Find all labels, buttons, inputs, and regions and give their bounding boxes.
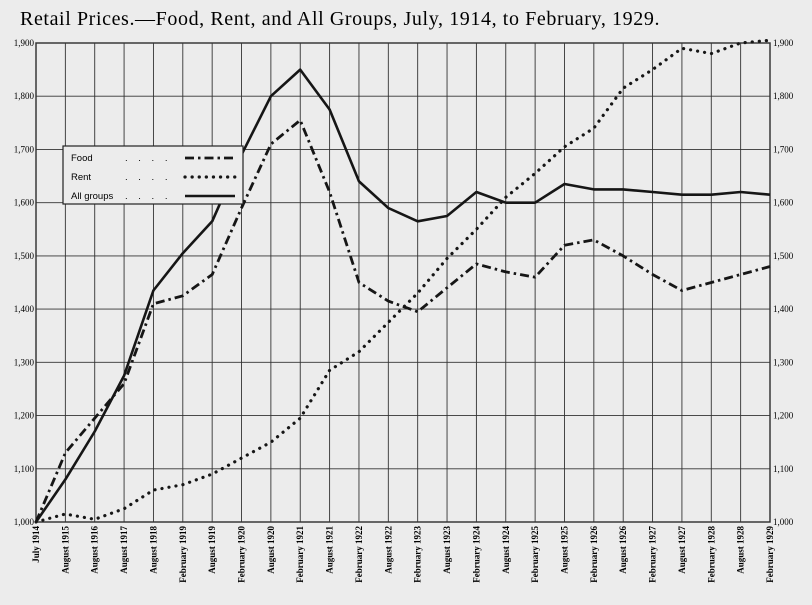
y-tick-label-left: 1,900 — [14, 38, 35, 48]
series-line-rent — [34, 38, 772, 524]
x-tick-label: February 1928 — [706, 526, 716, 583]
x-tick-label: August 1920 — [266, 526, 276, 574]
legend-label: Rent — [71, 172, 91, 183]
x-tick-label: August 1919 — [207, 526, 217, 574]
y-tick-label-right: 1,400 — [773, 304, 794, 314]
x-tick-label: February 1919 — [178, 526, 188, 583]
y-tick-label-left: 1,700 — [14, 144, 35, 154]
y-tick-label-left: 1,200 — [14, 411, 35, 421]
y-tick-label-right: 1,100 — [773, 464, 794, 474]
x-tick-label: August 1921 — [325, 526, 335, 574]
x-tick-label: August 1926 — [618, 526, 628, 574]
y-tick-label-right: 1,300 — [773, 357, 794, 367]
y-tick-label-right: 1,200 — [773, 411, 794, 421]
y-tick-label-left: 1,100 — [14, 464, 35, 474]
y-tick-label-right: 1,800 — [773, 91, 794, 101]
y-tick-label-right: 1,600 — [773, 198, 794, 208]
x-tick-label: August 1918 — [148, 526, 158, 574]
x-tick-label: February 1926 — [589, 526, 599, 583]
x-tick-label: February 1924 — [471, 526, 481, 583]
x-tick-label: February 1923 — [413, 526, 423, 583]
x-axis: July 1914 August 1915 August 1916 August 19… — [31, 526, 775, 583]
legend-box — [62, 145, 244, 205]
series — [34, 38, 772, 524]
y-tick-label-left: 1,600 — [14, 198, 35, 208]
y-tick-label-left: 1,300 — [14, 357, 35, 367]
x-tick-label: February 1927 — [648, 526, 658, 583]
x-tick-label: February 1929 — [765, 526, 775, 583]
chart-title: Retail Prices.—Food, Rent, and All Group… — [20, 8, 660, 30]
x-tick-label: February 1920 — [237, 526, 247, 583]
y-tick-label-right: 1,700 — [773, 144, 794, 154]
y-tick-label-right: 1,000 — [773, 517, 794, 527]
legend-leader: . . . . — [125, 172, 171, 183]
x-tick-label: August 1916 — [90, 526, 100, 574]
y-tick-label-left: 1,500 — [14, 251, 35, 261]
y-tick-label-right: 1,500 — [773, 251, 794, 261]
legend-label: Food — [71, 153, 93, 164]
x-tick-label: August 1925 — [559, 526, 569, 574]
x-tick-label: July 1914 — [31, 526, 41, 563]
legend-label: All groups — [71, 191, 113, 202]
legend-leader: . . . . — [125, 153, 171, 164]
x-tick-label: February 1921 — [295, 526, 305, 583]
y-tick-label-right: 1,900 — [773, 38, 794, 48]
y-tick-label-left: 1,000 — [14, 517, 35, 527]
grid — [35, 42, 771, 523]
y-axis: 1,000 1,000 1,100 1,100 1,200 1,200 1,300 1,300… — [14, 38, 794, 527]
x-tick-label: August 1922 — [383, 526, 393, 574]
x-tick-label: August 1924 — [501, 526, 511, 574]
x-tick-label: August 1928 — [736, 526, 746, 574]
x-tick-label: August 1927 — [677, 526, 687, 574]
x-tick-label: August 1915 — [60, 526, 70, 574]
series-line-all-groups — [34, 68, 771, 523]
legend: Food . . . . Rent . . . . All groups . . . . — [62, 145, 244, 205]
x-tick-label: February 1922 — [354, 526, 364, 583]
x-tick-label: August 1917 — [119, 526, 129, 574]
x-tick-label: February 1925 — [530, 526, 540, 583]
y-tick-label-left: 1,400 — [14, 304, 35, 314]
plot-frame — [35, 42, 771, 523]
x-tick-label: August 1923 — [442, 526, 452, 574]
legend-leader: . . . . — [125, 191, 171, 202]
y-tick-label-left: 1,800 — [14, 91, 35, 101]
